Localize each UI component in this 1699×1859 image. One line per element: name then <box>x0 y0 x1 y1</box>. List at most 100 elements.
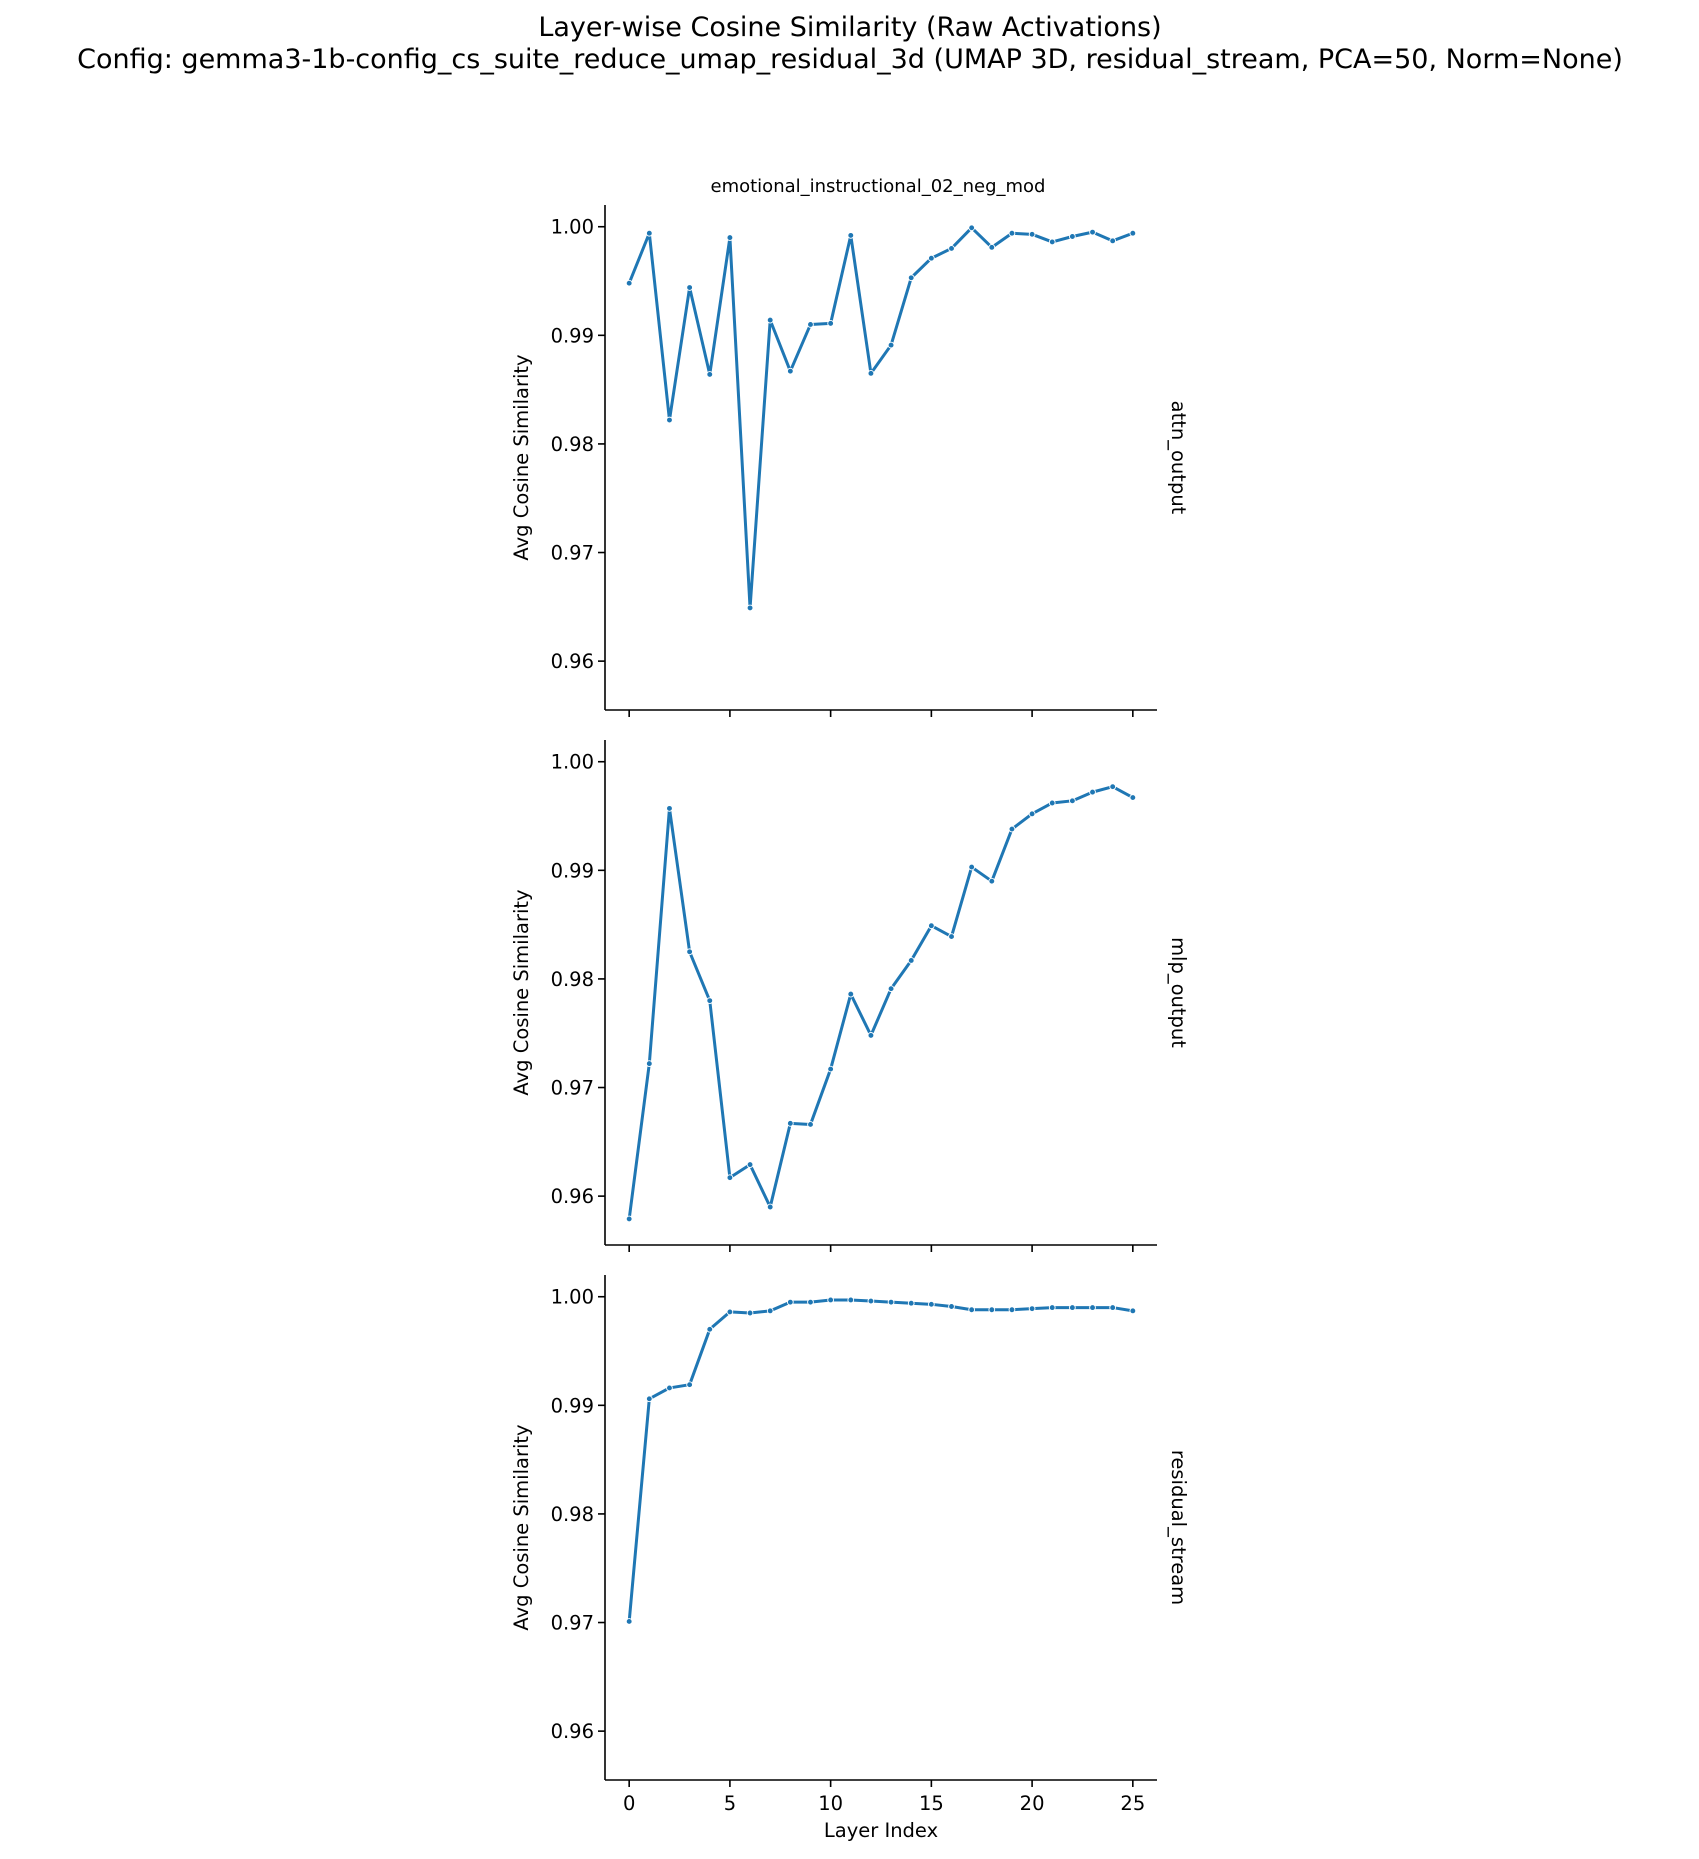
y-axis-label: Avg Cosine Similarity <box>510 354 533 560</box>
y-tick-label: 0.98 <box>551 968 594 991</box>
data-point <box>847 1296 855 1304</box>
x-tick-label: 5 <box>724 1792 736 1815</box>
figure-title-line2: Config: gemma3-1b-config_cs_suite_reduce… <box>77 44 1623 75</box>
data-point <box>1089 1304 1096 1311</box>
y-tick-label: 0.98 <box>551 433 594 456</box>
series-line-mlp_output <box>627 785 1135 1221</box>
data-point <box>645 1395 653 1403</box>
data-point <box>847 232 855 239</box>
data-point <box>827 320 834 327</box>
data-point <box>807 321 814 328</box>
y-tick-label: 1.00 <box>551 751 594 774</box>
y-tick-label: 0.97 <box>551 542 594 565</box>
data-point <box>746 1309 754 1317</box>
figure-title-line1: Layer-wise Cosine Similarity (Raw Activa… <box>538 12 1161 43</box>
y-axis-label: Avg Cosine Similarity <box>510 1424 533 1630</box>
data-point <box>706 997 714 1004</box>
data-point <box>827 1296 834 1304</box>
data-point <box>1048 1304 1056 1311</box>
data-point <box>1069 1304 1076 1311</box>
data-point <box>686 1381 693 1389</box>
data-point <box>645 229 653 237</box>
y-tick-label: 0.99 <box>551 1394 594 1417</box>
series-line-attn_output <box>627 226 1135 610</box>
data-point <box>988 877 996 885</box>
data-point <box>1109 783 1117 791</box>
y-tick-label: 0.96 <box>551 650 594 673</box>
data-point <box>1048 799 1056 807</box>
data-point <box>867 369 875 377</box>
x-tick-label: 20 <box>1020 1792 1045 1815</box>
data-point <box>887 1298 895 1306</box>
data-point <box>948 933 955 940</box>
data-point <box>1028 810 1036 818</box>
data-point <box>968 224 976 232</box>
data-point <box>1109 1304 1117 1311</box>
data-point <box>786 1120 794 1127</box>
data-point <box>726 234 734 241</box>
data-point <box>988 1306 996 1314</box>
data-point <box>1069 797 1076 805</box>
data-point <box>1008 825 1016 833</box>
data-point <box>1129 1307 1137 1315</box>
y-tick-label: 0.99 <box>551 324 594 347</box>
data-point <box>907 957 915 964</box>
data-point <box>746 1161 754 1168</box>
data-point <box>1008 1306 1016 1314</box>
data-point <box>1008 229 1016 237</box>
data-point <box>625 1618 633 1625</box>
data-point <box>766 1307 774 1315</box>
data-point <box>686 284 693 291</box>
data-point <box>666 416 673 424</box>
x-tick-label: 0 <box>623 1792 635 1815</box>
y-tick-label: 0.99 <box>551 859 594 882</box>
data-point <box>867 1032 875 1039</box>
data-point <box>1048 238 1056 246</box>
series-line-residual_stream <box>627 1298 1135 1623</box>
data-point <box>928 254 935 262</box>
panel-residual_stream: 0.96 0.97 0.98 0.99 1.00 0 5 10 15 20 25 Avg Cosine… <box>510 1275 1190 1842</box>
data-point <box>686 948 693 956</box>
data-point <box>988 244 996 251</box>
data-point <box>666 1384 673 1392</box>
data-point <box>807 1121 814 1128</box>
data-point <box>1089 788 1096 796</box>
row-label-mlp_output: mlp_output <box>1167 937 1190 1048</box>
data-point <box>706 1325 714 1333</box>
y-tick-label: 0.96 <box>551 1720 594 1743</box>
data-point <box>907 274 915 282</box>
data-point <box>726 1174 734 1182</box>
data-point <box>887 985 895 993</box>
data-point <box>968 863 976 871</box>
y-tick-label: 0.98 <box>551 1503 594 1526</box>
data-point <box>766 316 774 324</box>
row-label-attn_output: attn_output <box>1167 401 1190 515</box>
data-point <box>766 1203 774 1211</box>
data-point <box>786 1298 794 1306</box>
data-point <box>1069 233 1076 240</box>
y-tick-label: 1.00 <box>551 216 594 239</box>
data-point <box>645 1060 653 1067</box>
data-point <box>1129 794 1137 801</box>
y-tick-label: 0.96 <box>551 1185 594 1208</box>
data-point <box>1028 1305 1036 1313</box>
panel-mlp_output: 0.96 0.97 0.98 0.99 1.00 Avg Cosine Similarit… <box>510 740 1190 1252</box>
data-point <box>807 1298 814 1306</box>
column-title: emotional_instructional_02_neg_mod <box>711 176 1046 197</box>
data-point <box>928 922 935 930</box>
data-point <box>907 1299 915 1307</box>
data-point <box>1129 229 1137 237</box>
data-point <box>666 805 673 812</box>
data-point <box>746 604 754 612</box>
x-tick-label: 15 <box>919 1792 944 1815</box>
data-point <box>1109 237 1117 245</box>
facet-panels: 0.96 0.97 0.98 0.99 1.00 Avg Cosine Similarit… <box>510 205 1190 1842</box>
x-axis-label: Layer Index <box>824 1819 938 1842</box>
y-axis-label: Avg Cosine Similarity <box>510 889 533 1095</box>
data-point <box>948 1303 955 1310</box>
y-tick-label: 0.97 <box>551 1077 594 1100</box>
data-point <box>726 1308 734 1316</box>
x-tick-label: 10 <box>818 1792 843 1815</box>
data-point <box>867 1297 875 1305</box>
